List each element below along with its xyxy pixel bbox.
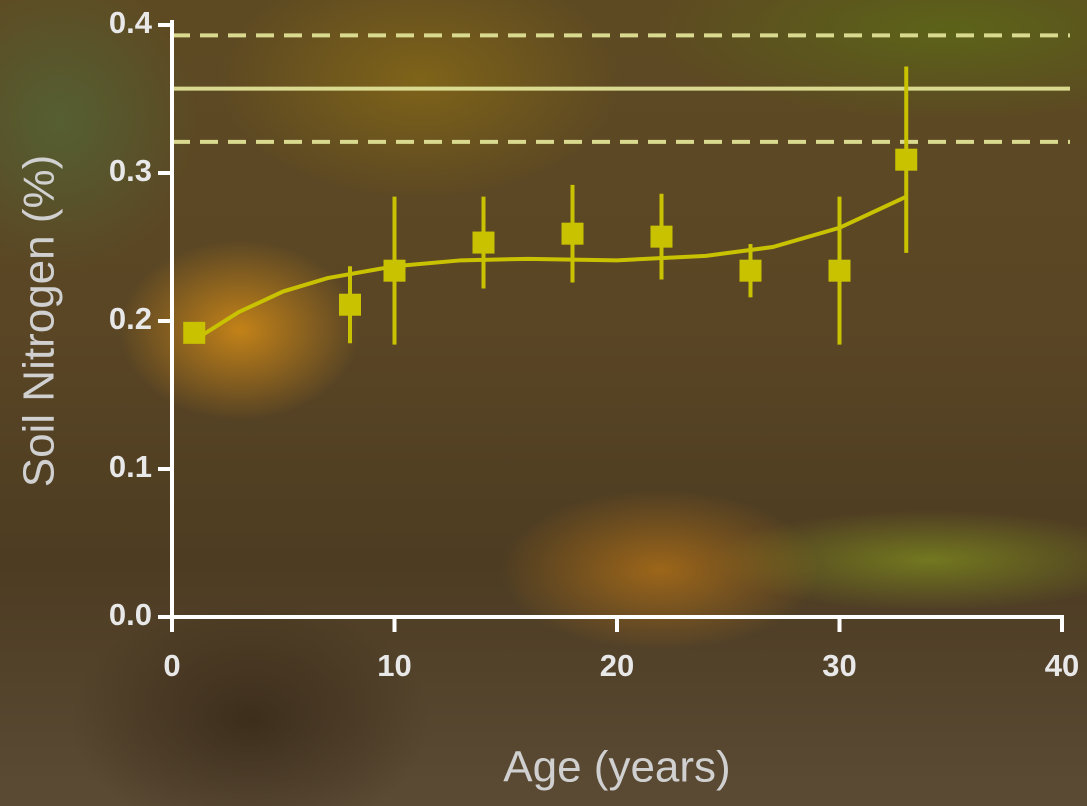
data-point: [895, 149, 917, 171]
y-tick-label: 0.3: [109, 153, 152, 188]
data-point: [651, 226, 673, 248]
y-tick-label: 0.4: [109, 5, 153, 40]
y-tick-label: 0.2: [109, 301, 152, 336]
y-axis-title: Soil Nitrogen (%): [15, 155, 64, 488]
x-axis-title: Age (years): [503, 743, 730, 792]
data-point: [339, 294, 361, 316]
data-point: [562, 223, 584, 245]
data-point: [740, 260, 762, 282]
x-tick-label: 40: [1045, 648, 1079, 683]
x-tick-label: 20: [600, 648, 634, 683]
x-tick-label: 30: [822, 648, 856, 683]
data-point: [384, 260, 406, 282]
data-point: [829, 260, 851, 282]
chart: Age (years) Soil Nitrogen (%) 0.0 0.1 0.2 0…: [0, 0, 1087, 806]
y-tick-label: 0.0: [109, 597, 152, 632]
data-point: [473, 232, 495, 254]
x-tick-label: 10: [377, 648, 411, 683]
data-point: [183, 322, 205, 344]
chart-page: Age (years) Soil Nitrogen (%) 0.0 0.1 0.2 0…: [0, 0, 1087, 806]
fit-curve: [194, 197, 906, 341]
x-tick-label: 0: [163, 648, 180, 683]
y-tick-label: 0.1: [109, 449, 152, 484]
